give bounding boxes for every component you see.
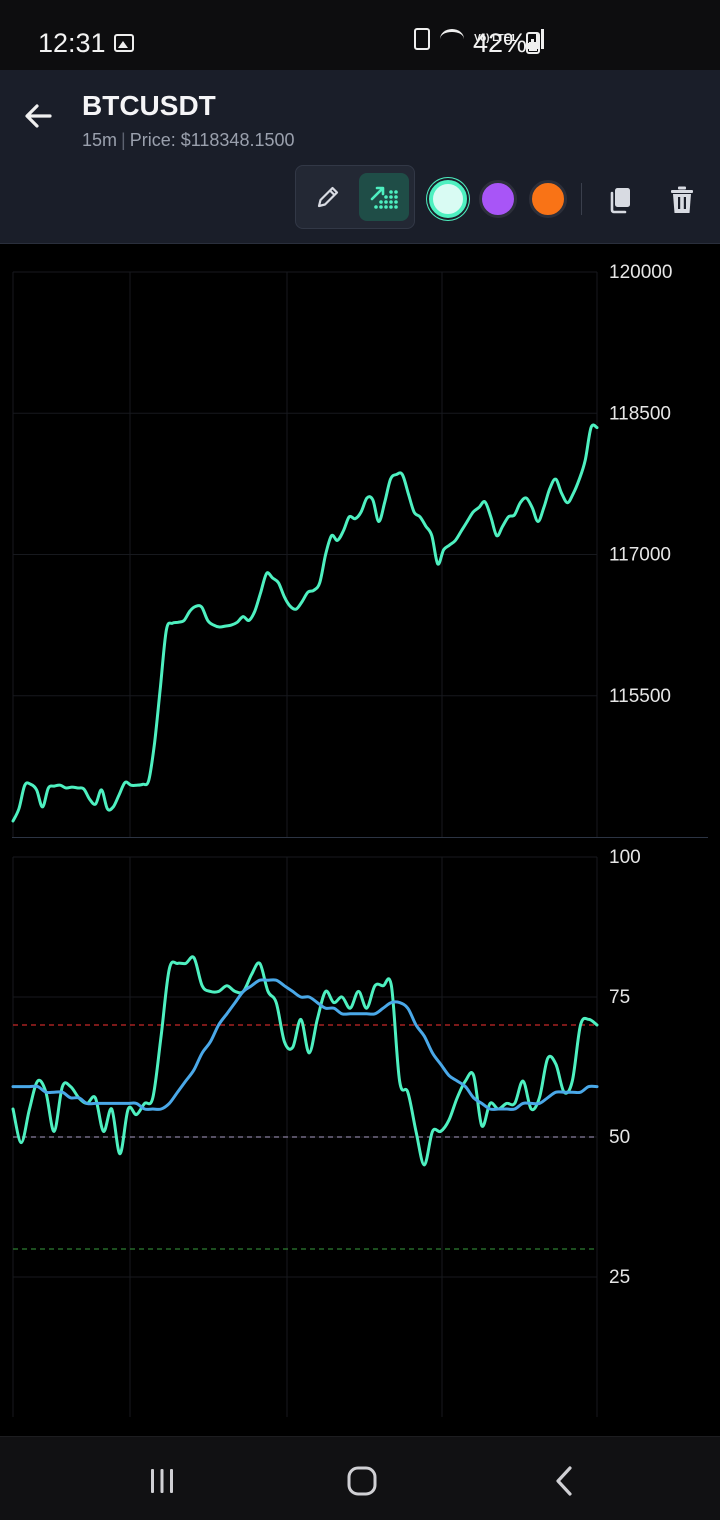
price-tick-label: 115500: [609, 686, 671, 707]
price-label: Price: $118348.1500: [129, 130, 295, 150]
system-back-button[interactable]: [542, 1459, 586, 1503]
wifi-icon: [440, 29, 465, 49]
subtitle-separator: |: [121, 130, 126, 150]
home-icon: [347, 1466, 377, 1496]
page-subtitle: 15m | Price: $118348.1500: [82, 130, 295, 151]
color-swatch-orange[interactable]: [529, 180, 567, 218]
toolbar-divider: [581, 183, 582, 215]
page-title: BTCUSDT: [82, 90, 216, 121]
rsi-chart[interactable]: 100 75 50 25: [0, 838, 720, 1436]
pencil-tool-button[interactable]: [306, 174, 350, 220]
price-tick-label: 120000: [609, 262, 672, 283]
pencil-icon: [317, 186, 339, 208]
price-tick-label: 118500: [609, 403, 671, 424]
back-icon: [556, 1466, 572, 1496]
arrow-left-icon: [25, 104, 52, 128]
back-button[interactable]: [20, 98, 56, 134]
system-nav-bar: [0, 1436, 720, 1520]
drawing-tool-group: [295, 165, 415, 229]
rsi-tick-label: 100: [609, 847, 641, 868]
price-chart[interactable]: 120000 118500 117000 115500: [0, 245, 720, 837]
rsi-series-line-0: [11, 955, 599, 1167]
copy-icon: [610, 188, 630, 214]
copy-button[interactable]: [600, 180, 640, 220]
recents-button[interactable]: [140, 1459, 184, 1503]
trash-icon: [671, 186, 693, 213]
rsi-tick-label: 25: [609, 1267, 630, 1288]
status-time: 12:31: [38, 28, 106, 58]
color-swatch-purple[interactable]: [479, 180, 517, 218]
lte-icon: Vo) LTE1: [474, 33, 516, 44]
trend-indicator-icon: [370, 186, 398, 209]
price-series-line-0: [11, 423, 599, 823]
battery-icon: [526, 32, 540, 54]
recents-icon: [151, 1469, 173, 1493]
rsi-tick-label: 50: [609, 1127, 630, 1148]
delete-button[interactable]: [662, 180, 702, 220]
gallery-icon: [114, 34, 134, 52]
trend-indicator-tool-button[interactable]: [359, 173, 409, 221]
app-header: BTCUSDT 15m | Price: $118348.1500: [0, 70, 720, 244]
price-tick-label: 117000: [609, 545, 671, 566]
home-button[interactable]: [340, 1459, 384, 1503]
battery-saver-icon: [414, 28, 431, 50]
color-swatch-teal[interactable]: [429, 180, 467, 218]
timeframe-label: 15m: [82, 130, 118, 150]
rsi-tick-label: 75: [609, 987, 630, 1008]
rsi-series-line-1: [11, 978, 599, 1111]
chart-separator: [12, 837, 708, 838]
battery-percent: 42%: [473, 28, 528, 58]
